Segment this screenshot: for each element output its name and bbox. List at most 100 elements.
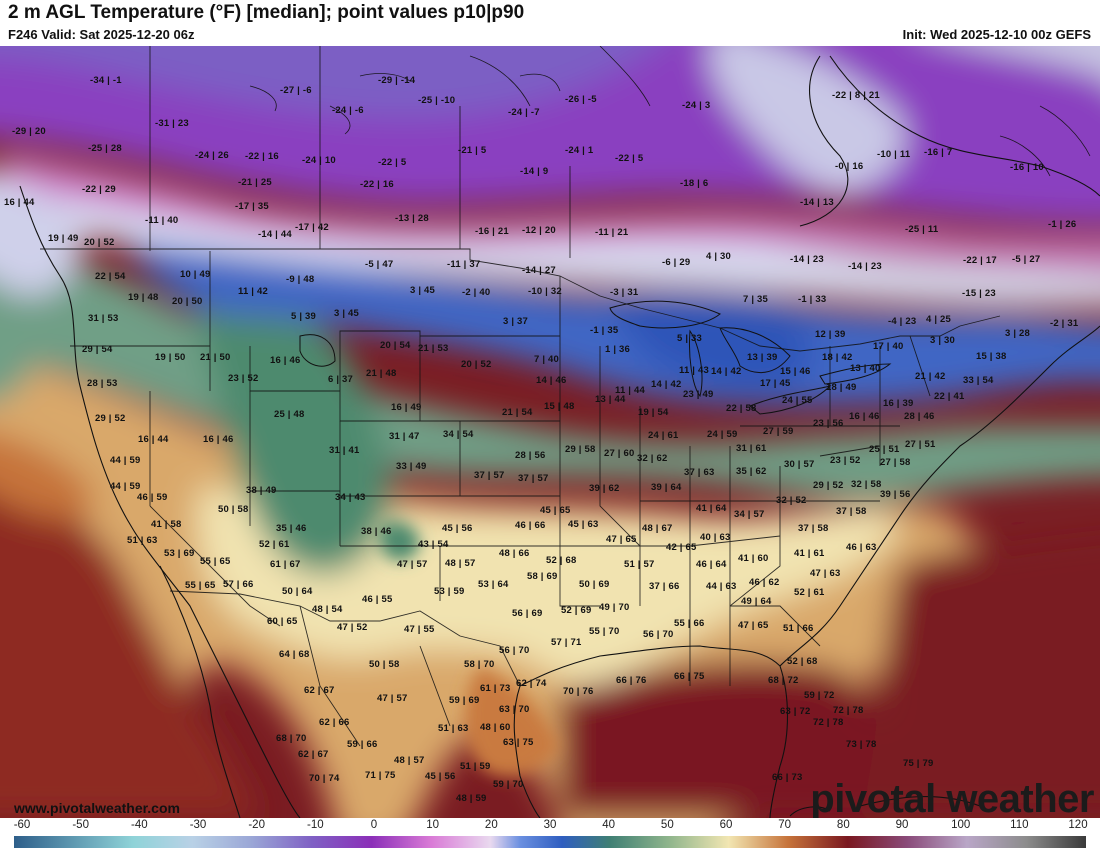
color-scale-tick: 80: [836, 819, 850, 831]
map-header: 2 m AGL Temperature (°F) [median]; point…: [0, 0, 1100, 46]
point-value-label: 48 | 60: [480, 722, 511, 733]
point-value-label: 31 | 47: [389, 431, 420, 442]
point-value-label: 34 | 43: [335, 492, 366, 503]
point-value-label: 47 | 65: [606, 534, 637, 545]
point-value-label: 21 | 54: [502, 407, 533, 418]
point-value-label: -16 | 21: [475, 226, 509, 237]
point-value-label: 57 | 71: [551, 637, 582, 648]
point-value-label: 4 | 25: [926, 314, 951, 325]
point-value-label: 52 | 69: [561, 605, 592, 616]
point-value-label: 10 | 49: [180, 269, 211, 280]
point-value-label: 47 | 63: [810, 568, 841, 579]
point-value-label: -10 | 32: [528, 286, 562, 297]
point-value-label: 41 | 64: [696, 503, 727, 514]
point-value-label: 17 | 40: [873, 341, 904, 352]
point-value-label: 29 | 58: [565, 444, 596, 455]
point-value-label: 17 | 45: [760, 378, 791, 389]
point-value-label: -15 | 23: [962, 288, 996, 299]
point-value-label: -12 | 20: [522, 225, 556, 236]
point-value-label: 3 | 45: [410, 285, 435, 296]
point-value-label: 11 | 44: [615, 385, 645, 396]
point-value-label: 44 | 59: [110, 455, 141, 466]
point-value-label: -1 | 35: [590, 325, 619, 336]
point-value-label: 13 | 40: [850, 363, 881, 374]
point-value-label: 72 | 78: [813, 717, 844, 728]
point-value-label: 20 | 50: [172, 296, 203, 307]
point-value-label: 31 | 53: [88, 313, 119, 324]
color-scale-tick: -20: [248, 819, 265, 831]
point-value-label: 29 | 52: [95, 413, 126, 424]
color-scale-tick: -40: [131, 819, 148, 831]
point-value-label: 52 | 61: [794, 587, 825, 598]
point-value-label: 51 | 57: [624, 559, 655, 570]
point-value-label: 20 | 52: [84, 237, 115, 248]
point-value-label: 35 | 46: [276, 523, 307, 534]
point-value-label: 37 | 58: [836, 506, 867, 517]
point-value-label: 37 | 66: [649, 581, 680, 592]
point-value-label: -25 | -10: [418, 95, 456, 106]
point-value-label: 11 | 42: [238, 286, 268, 297]
point-value-label: 50 | 64: [282, 586, 313, 597]
point-value-label: 46 | 64: [696, 559, 727, 570]
point-value-label: 16 | 46: [849, 411, 880, 422]
point-value-label: 61 | 67: [270, 559, 301, 570]
point-value-label: 27 | 59: [763, 426, 794, 437]
point-value-label: 32 | 62: [637, 453, 668, 464]
point-value-label: 28 | 56: [515, 450, 546, 461]
point-value-label: 14 | 42: [651, 379, 682, 390]
point-value-label: 51 | 63: [127, 535, 158, 546]
point-value-label: 29 | 54: [82, 344, 113, 355]
color-scale-tick: 100: [951, 819, 971, 831]
point-value-label: -3 | 31: [610, 287, 639, 298]
point-value-label: -22 | 29: [82, 184, 116, 195]
point-value-label: 27 | 51: [905, 439, 936, 450]
color-scale-tick: 110: [1010, 819, 1029, 831]
point-value-label: 18 | 42: [822, 352, 853, 363]
point-value-label: 7 | 35: [743, 294, 768, 305]
point-value-label: -11 | 21: [595, 227, 629, 238]
color-scale-tick: 40: [602, 819, 616, 831]
point-value-label: 63 | 70: [499, 704, 530, 715]
point-value-label: 62 | 67: [298, 749, 329, 760]
point-value-label: 3 | 37: [503, 316, 528, 327]
point-value-label: 47 | 57: [377, 693, 408, 704]
point-value-label: 18 | 49: [826, 382, 857, 393]
point-value-label: -4 | 23: [888, 316, 917, 327]
point-value-label: -5 | 27: [1012, 254, 1041, 265]
point-value-label: 15 | 48: [544, 401, 575, 412]
point-value-label: 37 | 58: [798, 523, 829, 534]
point-value-label: -14 | 27: [522, 265, 556, 276]
point-value-label: 15 | 38: [976, 351, 1007, 362]
point-value-label: 55 | 65: [185, 580, 216, 591]
point-value-label: 25 | 48: [274, 409, 305, 420]
point-value-label: 42 | 65: [666, 542, 697, 553]
point-value-label: 21 | 53: [418, 343, 449, 354]
point-value-label: -22 | 5: [378, 157, 407, 168]
point-value-label: 15 | 46: [780, 366, 811, 377]
point-value-label: -26 | -5: [565, 94, 597, 105]
point-value-label: 37 | 57: [518, 473, 549, 484]
point-value-label: 14 | 42: [711, 366, 742, 377]
point-value-label: 19 | 54: [638, 407, 669, 418]
point-value-label: 58 | 69: [527, 571, 558, 582]
point-value-label: 23 | 49: [683, 389, 714, 400]
point-value-label: 35 | 62: [736, 466, 767, 477]
point-value-label: 39 | 56: [880, 489, 911, 500]
point-value-label: 31 | 41: [329, 445, 360, 456]
point-value-label: -2 | 40: [462, 287, 491, 298]
point-value-label: -17 | 35: [235, 201, 269, 212]
point-value-label: 50 | 58: [218, 504, 249, 515]
point-value-label: 70 | 74: [309, 773, 340, 784]
init-time: Init: Wed 2025-12-10 00z GEFS: [902, 27, 1091, 42]
point-value-label: 34 | 54: [443, 429, 474, 440]
point-value-label: 3 | 28: [1005, 328, 1030, 339]
point-value-label: 32 | 58: [851, 479, 882, 490]
point-value-label: -22 | 16: [245, 151, 279, 162]
point-value-label: 7 | 40: [534, 354, 559, 365]
color-scale-tick: -50: [72, 819, 89, 831]
point-value-label: -22 | 8 | 21: [832, 90, 880, 101]
point-value-label: 24 | 55: [782, 395, 813, 406]
color-scale-tick: -10: [307, 819, 324, 831]
point-value-label: 19 | 48: [128, 292, 159, 303]
point-value-label: 46 | 59: [137, 492, 168, 503]
